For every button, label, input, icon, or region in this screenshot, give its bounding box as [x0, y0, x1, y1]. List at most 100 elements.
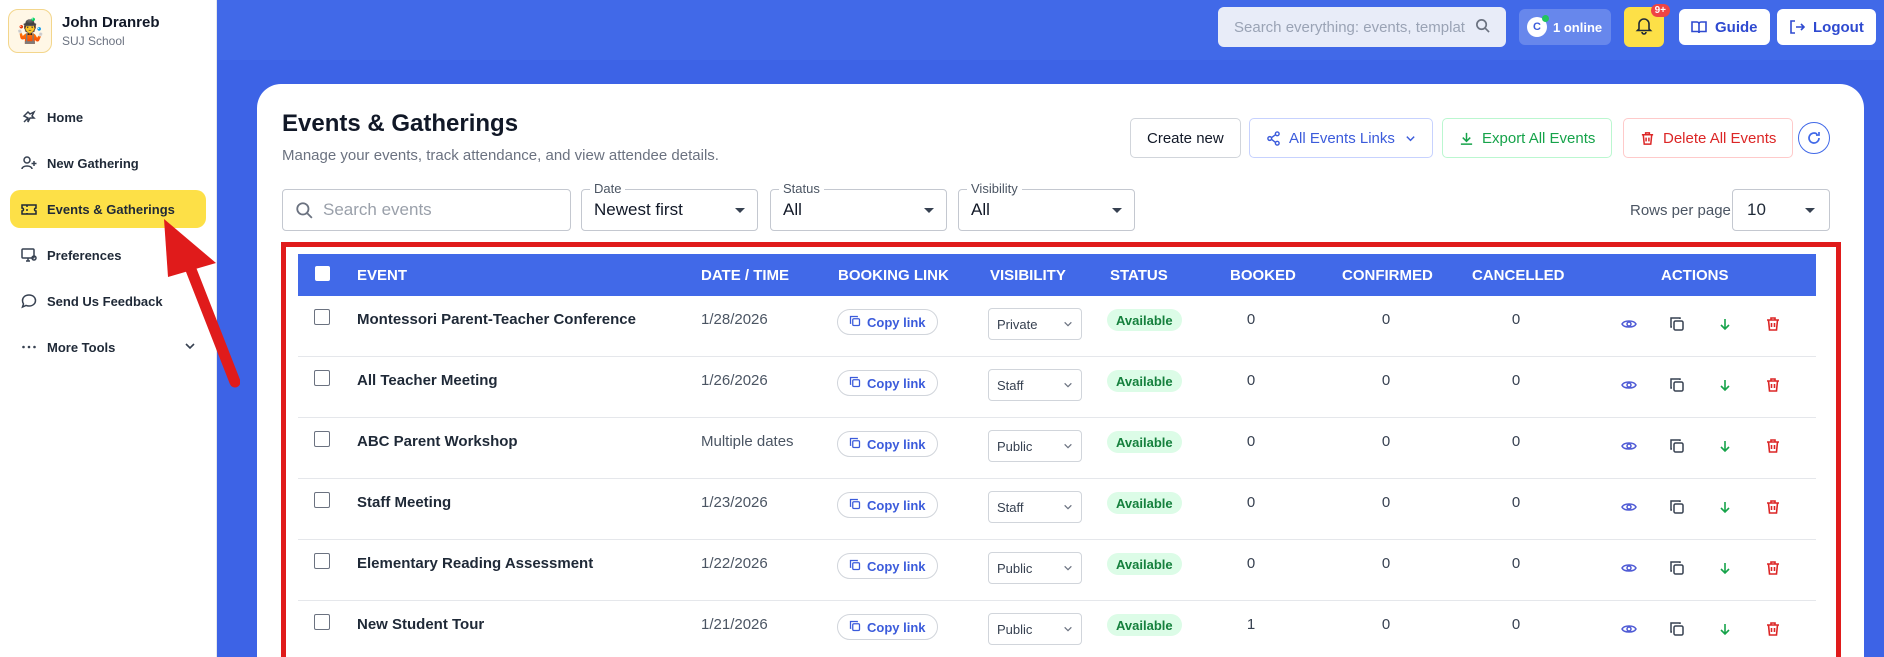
download-icon[interactable]: [1716, 559, 1734, 577]
event-name[interactable]: Montessori Parent-Teacher Conference: [357, 311, 636, 328]
sidebar-item-feedback[interactable]: Send Us Feedback: [10, 282, 206, 320]
sidebar-item-label: Events & Gatherings: [47, 201, 175, 217]
row-checkbox[interactable]: [314, 553, 330, 569]
event-name[interactable]: All Teacher Meeting: [357, 372, 498, 389]
status-select[interactable]: Status All: [770, 181, 947, 231]
notifications-button[interactable]: 9+: [1624, 4, 1670, 47]
row-checkbox[interactable]: [314, 431, 330, 447]
download-icon[interactable]: [1716, 376, 1734, 394]
view-icon[interactable]: [1620, 437, 1638, 455]
event-date: 1/23/2026: [701, 494, 768, 511]
sidebar: 🤹 John Dranreb SUJ School Home New Gathe…: [0, 0, 217, 657]
visibility-select[interactable]: Public: [988, 613, 1082, 645]
visibility-value: Public: [997, 621, 1033, 637]
copy-link-button[interactable]: Copy link: [837, 309, 938, 335]
view-icon[interactable]: [1620, 620, 1638, 638]
table-row[interactable]: Elementary Reading Assessment 1/22/2026 Co…: [298, 540, 1816, 601]
duplicate-icon[interactable]: [1668, 437, 1686, 455]
header-date[interactable]: Date / Time: [701, 267, 790, 284]
download-icon[interactable]: [1716, 437, 1734, 455]
download-icon[interactable]: [1716, 498, 1734, 516]
notification-badge: 9+: [1650, 4, 1670, 17]
duplicate-icon[interactable]: [1668, 498, 1686, 516]
table-row[interactable]: New Student Tour 1/21/2026 Copy link Public…: [298, 601, 1816, 657]
trash-icon[interactable]: [1764, 498, 1782, 516]
view-icon[interactable]: [1620, 498, 1638, 516]
table-row[interactable]: Staff Meeting 1/23/2026 Copy link Staff Avai…: [298, 479, 1816, 540]
guide-button[interactable]: Guide: [1679, 9, 1770, 45]
trash-icon[interactable]: [1764, 315, 1782, 333]
cancelled-count: 0: [1511, 311, 1521, 328]
guide-label: Guide: [1715, 18, 1758, 36]
copy-link-button[interactable]: Copy link: [837, 553, 938, 579]
rows-per-page-select[interactable]: 10: [1732, 189, 1830, 231]
visibility-value: Public: [997, 438, 1033, 454]
export-all-label: Export All Events: [1482, 129, 1596, 147]
dots-icon: [20, 338, 38, 356]
all-events-links-button[interactable]: All Events Links: [1249, 118, 1433, 158]
visibility-select[interactable]: Visibility All: [958, 181, 1135, 231]
sidebar-item-preferences[interactable]: Preferences: [10, 236, 206, 274]
download-icon[interactable]: [1716, 620, 1734, 638]
visibility-select[interactable]: Public: [988, 552, 1082, 584]
cancelled-count: 0: [1511, 494, 1521, 511]
trash-icon[interactable]: [1764, 376, 1782, 394]
sidebar-item-events[interactable]: Events & Gatherings: [10, 190, 206, 228]
visibility-select[interactable]: Staff: [988, 369, 1082, 401]
table-row[interactable]: Montessori Parent-Teacher Conference 1/28…: [298, 296, 1816, 357]
copy-link-button[interactable]: Copy link: [837, 370, 938, 396]
copy-link-label: Copy link: [867, 497, 926, 513]
visibility-select[interactable]: Public: [988, 430, 1082, 462]
row-checkbox[interactable]: [314, 309, 330, 325]
logout-button[interactable]: Logout: [1777, 9, 1876, 45]
date-sort-select[interactable]: Date Newest first: [581, 181, 758, 231]
copy-link-button[interactable]: Copy link: [837, 492, 938, 518]
booked-count: 0: [1246, 555, 1256, 572]
visibility-select[interactable]: Private: [988, 308, 1082, 340]
duplicate-icon[interactable]: [1668, 315, 1686, 333]
download-icon[interactable]: [1716, 315, 1734, 333]
status-badge: Available: [1107, 492, 1182, 514]
refresh-button[interactable]: [1798, 122, 1830, 154]
online-users-button[interactable]: C 1 online: [1519, 9, 1611, 45]
cancelled-count: 0: [1511, 616, 1521, 633]
event-name[interactable]: New Student Tour: [357, 616, 485, 633]
table-row[interactable]: ABC Parent Workshop Multiple dates Copy li…: [298, 418, 1816, 479]
header-event[interactable]: Event: [357, 267, 408, 284]
events-table-highlight: Event Date / Time Booking Link Visibilit…: [281, 242, 1841, 657]
events-search-input[interactable]: Search events: [282, 189, 571, 231]
select-all-checkbox[interactable]: [315, 266, 330, 281]
event-name[interactable]: Elementary Reading Assessment: [357, 555, 594, 572]
duplicate-icon[interactable]: [1668, 620, 1686, 638]
view-icon[interactable]: [1620, 559, 1638, 577]
event-name[interactable]: Staff Meeting: [357, 494, 452, 511]
copy-link-label: Copy link: [867, 558, 926, 574]
sidebar-item-label: Home: [47, 109, 84, 125]
visibility-select[interactable]: Staff: [988, 491, 1082, 523]
view-icon[interactable]: [1620, 376, 1638, 394]
global-search-input[interactable]: Search everything: events, templat: [1218, 7, 1506, 47]
copy-link-button[interactable]: Copy link: [837, 431, 938, 457]
view-icon[interactable]: [1620, 315, 1638, 333]
row-checkbox[interactable]: [314, 614, 330, 630]
table-row[interactable]: All Teacher Meeting 1/26/2026 Copy link Sta…: [298, 357, 1816, 418]
duplicate-icon[interactable]: [1668, 559, 1686, 577]
copy-icon: [849, 437, 867, 452]
delete-all-button[interactable]: Delete All Events: [1623, 118, 1794, 158]
sidebar-item-more-tools[interactable]: More Tools: [10, 328, 206, 366]
trash-icon[interactable]: [1764, 559, 1782, 577]
event-name[interactable]: ABC Parent Workshop: [357, 433, 518, 450]
row-checkbox[interactable]: [314, 370, 330, 386]
sidebar-item-home[interactable]: Home: [10, 98, 206, 136]
monitor-gear-icon: [20, 246, 38, 264]
sidebar-item-new-gathering[interactable]: New Gathering: [10, 144, 206, 182]
create-new-button[interactable]: Create new: [1130, 118, 1241, 158]
row-checkbox[interactable]: [314, 492, 330, 508]
profile-header[interactable]: 🤹 John Dranreb SUJ School: [0, 0, 216, 62]
copy-link-button[interactable]: Copy link: [837, 614, 938, 640]
duplicate-icon[interactable]: [1668, 376, 1686, 394]
export-all-button[interactable]: Export All Events: [1442, 118, 1613, 158]
trash-icon[interactable]: [1764, 620, 1782, 638]
trash-icon[interactable]: [1764, 437, 1782, 455]
caret-down-icon: [1805, 207, 1815, 213]
